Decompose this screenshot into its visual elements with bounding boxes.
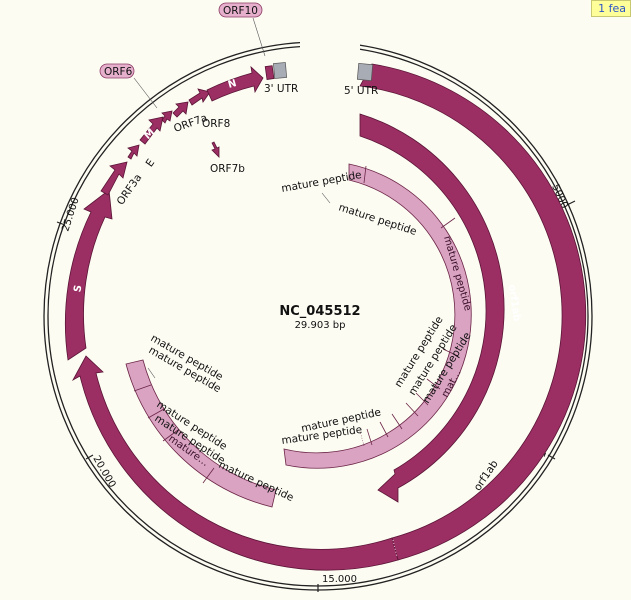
sequence-name: NC_045512: [279, 304, 360, 319]
feature-ORF7b[interactable]: [211, 141, 220, 158]
sequence-length: 29.903 bp: [295, 320, 346, 331]
feature-E[interactable]: [127, 144, 140, 160]
feature-ORF10[interactable]: [264, 65, 275, 80]
label-ORF7b: ORF7b: [210, 163, 245, 175]
feature-ORF6[interactable]: [161, 110, 173, 124]
peptide-label-2: mature peptide: [280, 169, 362, 195]
feature-3utr[interactable]: [273, 62, 288, 79]
feature-ORF7a[interactable]: [172, 101, 189, 118]
feature-orf1ab-inner[interactable]: [359, 113, 505, 503]
label-ORF3a: ORF3a: [115, 172, 145, 207]
label-ORF10: ORF10: [223, 5, 258, 17]
label-ORF8: ORF8: [202, 118, 230, 130]
feature-orf1ab-bottom[interactable]: [71, 355, 399, 571]
tick-marks: [56, 200, 576, 592]
feature-ORF8[interactable]: [188, 88, 211, 106]
tick-label-20000: 20.000: [90, 454, 117, 490]
mature-peptides-right: [283, 163, 472, 469]
feature-ORF3a[interactable]: [100, 161, 128, 196]
label-N-in: N: [227, 78, 238, 91]
label-orf1ab-in: orf1ab: [506, 284, 522, 322]
tick-label-15000: 15.000: [322, 574, 357, 585]
label-S-in: S: [72, 284, 84, 293]
feature-N[interactable]: [206, 65, 264, 102]
mature-peptides-left: [125, 359, 277, 508]
feature-M[interactable]: [139, 116, 164, 145]
feature-5utr[interactable]: [356, 63, 374, 81]
label-E: E: [144, 157, 158, 169]
label-ORF6: ORF6: [104, 66, 133, 78]
label-3utr: 3' UTR: [264, 83, 298, 95]
label-5utr: 5' UTR: [344, 85, 378, 97]
feature-count-badge[interactable]: 1 fea: [591, 0, 631, 17]
origin-gap: [300, 30, 360, 60]
